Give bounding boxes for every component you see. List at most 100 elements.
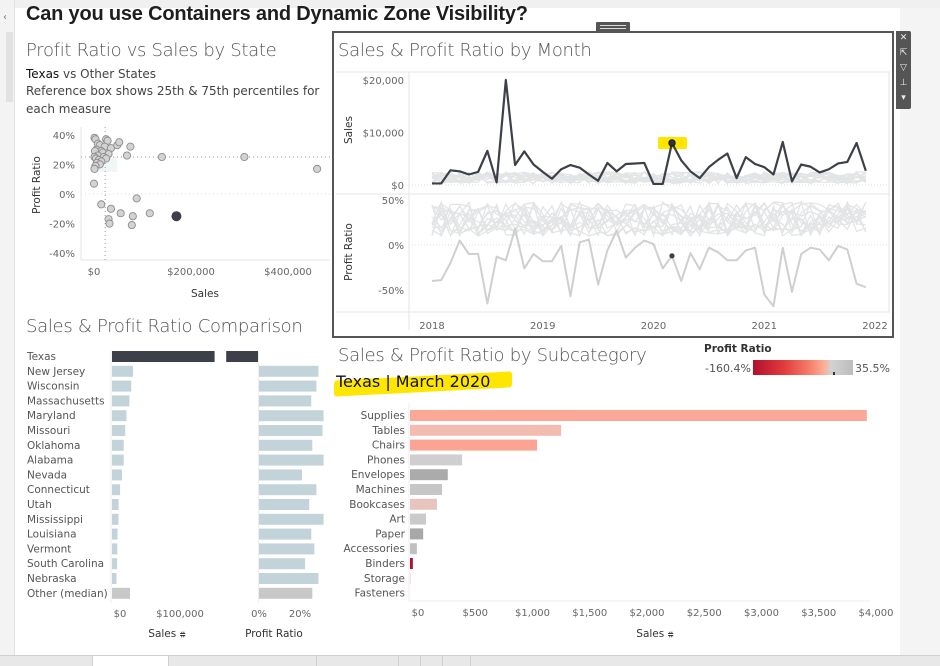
sales-bar — [112, 425, 126, 436]
sales-bar — [112, 439, 124, 451]
pr-tick-label: 20% — [289, 609, 311, 620]
profit-ratio-bar — [259, 499, 310, 510]
more-options-icon[interactable]: ▾ — [901, 93, 906, 103]
subcategory-label: Chairs — [372, 440, 405, 452]
comparison-chart[interactable]: Texas New Jersey Wisconsin Massachusetts Mar… — [0, 0, 335, 650]
subcategory-bar — [410, 513, 427, 525]
state-point — [157, 152, 166, 162]
profit-ratio-bar — [259, 380, 317, 392]
pr-tick-label: -50% — [378, 286, 404, 297]
x-tick-label: $2,500 — [687, 608, 722, 619]
legend-marker — [833, 372, 835, 375]
subcategory-bar — [410, 543, 417, 555]
container-drag-handle[interactable] — [596, 22, 630, 32]
sales-tick-label: $20,000 — [363, 76, 404, 87]
new-sheet-icon[interactable] — [399, 656, 421, 666]
scatter-note: Reference box shows 25th & 75th percenti… — [26, 84, 320, 116]
sales-axis-title: Sales ⩷ — [148, 628, 185, 640]
subtitle-texas: Texas — [26, 67, 60, 81]
state-point — [89, 179, 99, 188]
subcategory-bar — [410, 439, 538, 451]
sales-bar — [112, 351, 215, 362]
pin-icon[interactable]: ⊥ — [899, 78, 908, 88]
year-tick-label: 2018 — [419, 321, 444, 332]
x-axis-title: Sales — [191, 288, 219, 300]
monthly-chart[interactable]: $20,000 $10,000 $0 50% 0% -50% 2018 2019 2020 202… — [0, 0, 940, 340]
pr-axis-title: Profit Ratio — [245, 628, 303, 640]
other-state-pr-line — [431, 201, 867, 238]
selected-zone-frame — [332, 31, 894, 338]
sales-bar — [112, 469, 122, 481]
sales-bar — [112, 543, 118, 555]
sheet-tab-active[interactable] — [93, 656, 169, 666]
zone-toolbar: ✕ ⇱ ▽ ⊥ ▾ — [896, 31, 911, 109]
profit-ratio-bar — [259, 469, 303, 481]
subcategory-bar — [410, 528, 424, 540]
pr-axis-title: Profit Ratio — [343, 223, 355, 281]
year-tick-label: 2022 — [862, 321, 887, 332]
y-tick-label: -20% — [49, 220, 75, 231]
state-point — [97, 200, 106, 209]
other-state-pr-line — [431, 200, 867, 237]
profit-ratio-bar — [226, 351, 259, 362]
profit-ratio-bar — [259, 454, 324, 466]
y-tick-label: -40% — [49, 249, 75, 260]
x-axis-title: Sales ⩷ — [636, 628, 673, 640]
state-label: Maryland — [27, 410, 76, 422]
profit-ratio-bar — [259, 543, 315, 555]
state-label: Wisconsin — [27, 381, 79, 393]
sales-bar — [112, 484, 121, 496]
x-tick-label: $200,000 — [167, 267, 215, 278]
x-tick-label: $2,000 — [630, 608, 665, 619]
x-tick-label: $400,000 — [264, 267, 312, 278]
monthly-title: Sales & Profit Ratio by Month — [338, 40, 592, 61]
subcategory-chart[interactable]: Supplies Tables Chairs Phones Envelopes Machi… — [0, 0, 940, 650]
selected-sales-point — [668, 139, 676, 147]
pr-tick-label: 0% — [388, 241, 404, 252]
filter-icon[interactable]: ▽ — [900, 63, 907, 73]
collapse-panel-icon[interactable]: ‹ — [3, 12, 7, 23]
profit-ratio-bar — [259, 365, 319, 377]
subcategory-label: Binders — [365, 558, 405, 570]
subcategory-bar — [410, 572, 411, 584]
sheet-tabs — [0, 655, 940, 666]
dashboard-canvas — [15, 8, 900, 655]
close-icon[interactable]: ✕ — [899, 33, 908, 43]
new-dashboard-icon[interactable] — [421, 656, 443, 666]
open-in-new-icon[interactable]: ⇱ — [899, 48, 908, 58]
top-bar — [0, 0, 940, 8]
sales-bar — [112, 395, 130, 407]
x-tick-label: $0 — [412, 608, 425, 619]
sales-bar — [112, 410, 127, 422]
other-state-pr-line — [431, 201, 867, 237]
sales-bar — [112, 573, 117, 584]
scrollbar-thumb[interactable] — [6, 32, 13, 102]
new-story-icon[interactable] — [443, 656, 471, 666]
subcategory-label: Art — [389, 514, 405, 526]
subcategory-title: Sales & Profit Ratio by Subcategory — [338, 345, 647, 366]
state-label: Vermont — [27, 543, 71, 555]
state-point — [122, 151, 132, 160]
subcategory-bar — [410, 498, 437, 510]
profit-ratio-bar — [259, 558, 306, 570]
sales-bar — [112, 454, 124, 466]
sheet-tab[interactable] — [169, 656, 317, 666]
texas-point — [171, 211, 182, 222]
year-tick-label: 2019 — [530, 321, 555, 332]
profit-ratio-bar — [259, 439, 313, 451]
subcategory-bar — [410, 469, 448, 481]
y-tick-label: 0% — [59, 190, 75, 201]
subcategory-label: Paper — [375, 528, 405, 540]
profit-ratio-bar — [259, 410, 324, 422]
sales-bar — [112, 513, 119, 525]
subcategory-label: Envelopes — [351, 469, 405, 481]
state-label: Massachusetts — [27, 395, 105, 407]
state-point — [105, 219, 114, 228]
sales-bar — [112, 528, 118, 540]
sheet-tab[interactable] — [0, 656, 93, 666]
state-point — [106, 204, 116, 213]
subcategory-label: Machines — [356, 484, 405, 496]
scatter-plot[interactable]: 40% 20% 0% -20% -40% $0 $200,000 $400,000 Sales P… — [0, 0, 335, 310]
sheet-tab[interactable] — [317, 656, 399, 666]
color-legend-gradient[interactable] — [753, 360, 853, 375]
